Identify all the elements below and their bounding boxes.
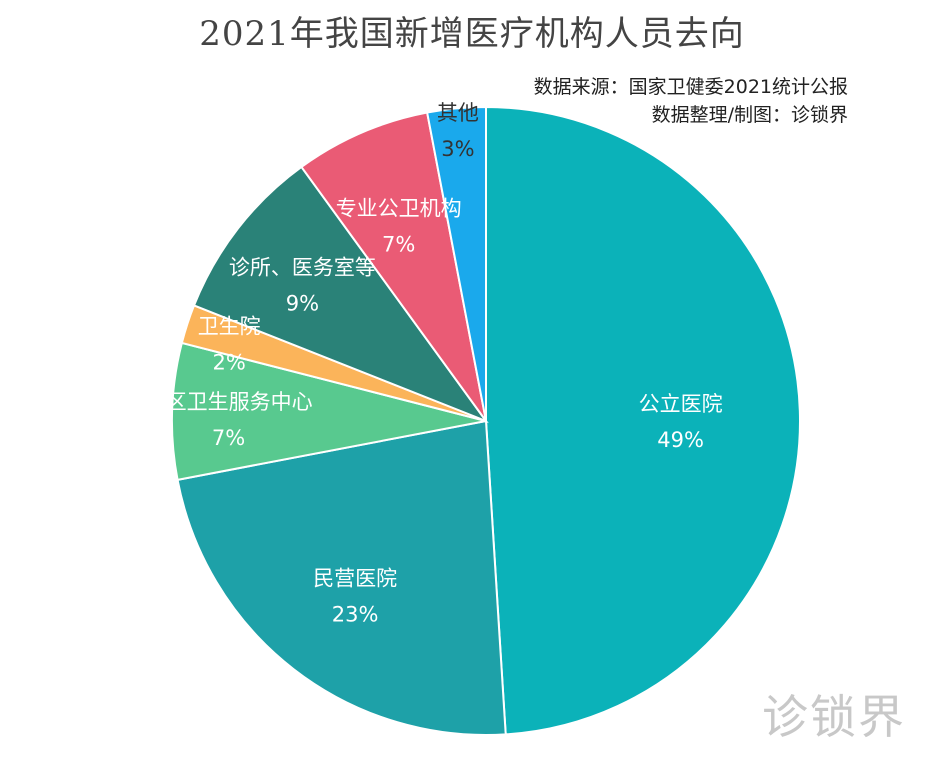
- slice-category-label: 专业公卫机构: [336, 196, 462, 220]
- slice-category-label: 其他: [437, 101, 479, 125]
- credit-note: 数据整理/制图：诊锁界: [651, 104, 848, 126]
- pie-slices: [171, 105, 801, 736]
- pie-slice: [176, 419, 507, 736]
- slice-labels: 公立医院 49% 民营医院 23% 社区卫生服务中心 7% 卫生院 2% 诊所、医务室等 9% 专业…: [145, 101, 723, 627]
- slice-percent-label: 49%: [657, 428, 704, 452]
- pie-slice: [485, 105, 801, 736]
- slice-percent-label: 7%: [382, 232, 415, 256]
- slice-category-label: 诊所、医务室等: [229, 256, 376, 280]
- chart-title: 2021年我国新增医疗机构人员去向: [199, 14, 745, 54]
- slice-category-label: 社区卫生服务中心: [145, 390, 313, 414]
- watermark-logo: 诊锁界: [762, 690, 906, 744]
- slice-percent-label: 2%: [213, 351, 246, 375]
- pie-slice: [192, 165, 489, 424]
- slice-percent-label: 23%: [332, 603, 379, 627]
- slice-category-label: 卫生院: [198, 315, 261, 339]
- slice-category-label: 公立医院: [639, 392, 723, 416]
- source-note: 数据来源：国家卫健委2021统计公报: [533, 76, 848, 98]
- slice-percent-label: 3%: [441, 137, 474, 161]
- slice-percent-label: 7%: [212, 426, 245, 450]
- pie-slice: [300, 111, 487, 422]
- pie-slice: [171, 341, 487, 482]
- slice-percent-label: 9%: [286, 292, 319, 316]
- slice-category-label: 民营医院: [313, 567, 397, 591]
- pie-slice: [425, 105, 487, 422]
